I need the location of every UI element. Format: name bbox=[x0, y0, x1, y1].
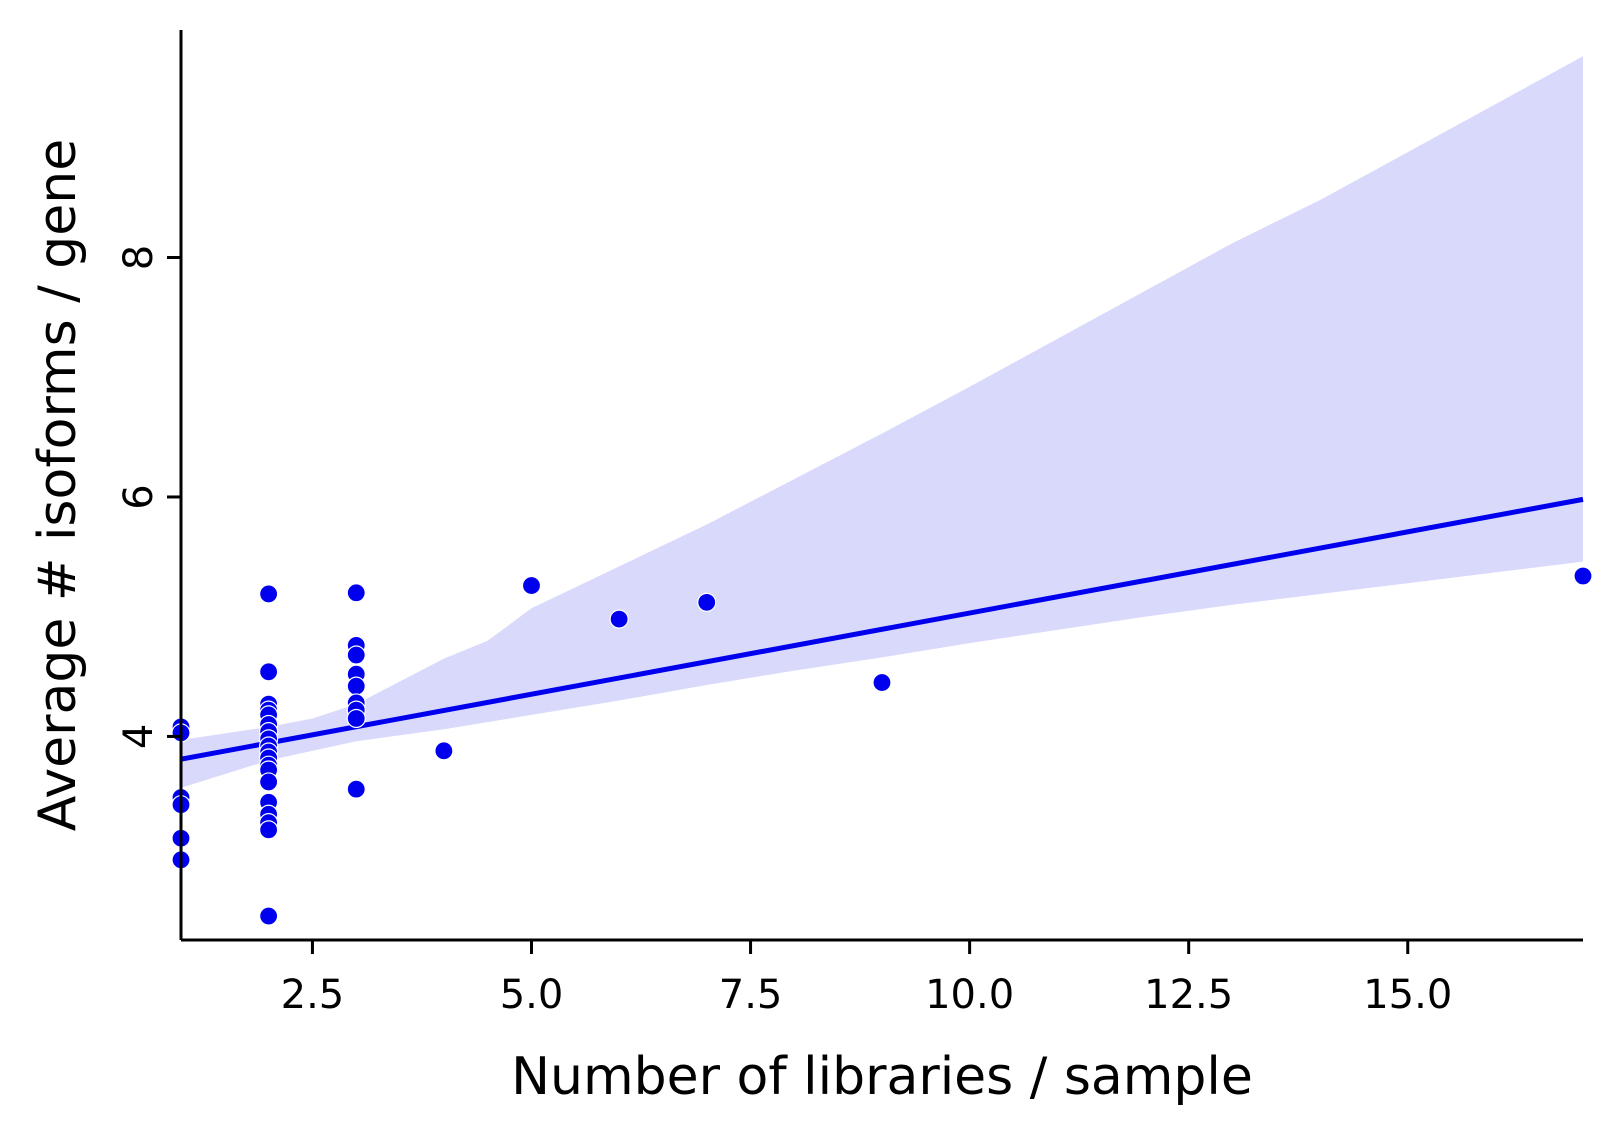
x-axis-ticks: 2.5 5.0 7.5 10.0 12.5 15.0 bbox=[281, 940, 1452, 1018]
data-point bbox=[259, 820, 279, 840]
data-point bbox=[346, 645, 366, 665]
x-tick-label: 2.5 bbox=[281, 972, 345, 1018]
axes: 2.5 5.0 7.5 10.0 12.5 15.0 4 6 8 bbox=[116, 30, 1583, 1018]
x-tick-label: 15.0 bbox=[1363, 972, 1452, 1018]
y-tick-label: 6 bbox=[116, 484, 162, 509]
data-point bbox=[259, 662, 279, 682]
x-tick-label: 10.0 bbox=[925, 972, 1014, 1018]
data-point bbox=[872, 672, 892, 693]
data-point bbox=[1573, 566, 1593, 586]
y-tick-label: 8 bbox=[116, 245, 162, 270]
data-point bbox=[346, 779, 366, 799]
data-point bbox=[259, 906, 279, 926]
x-tick-label: 12.5 bbox=[1144, 972, 1233, 1018]
data-point bbox=[521, 575, 542, 596]
data-point bbox=[259, 772, 279, 792]
plot-area bbox=[171, 56, 1593, 926]
y-axis-ticks: 4 6 8 bbox=[116, 245, 181, 749]
y-axis-label: Average # isoforms / gene bbox=[28, 139, 88, 831]
regression-line bbox=[180, 496, 1584, 762]
data-point bbox=[346, 708, 366, 729]
x-tick-label: 7.5 bbox=[719, 972, 783, 1018]
confidence-band bbox=[181, 56, 1583, 788]
x-tick-label: 5.0 bbox=[500, 972, 564, 1018]
data-points bbox=[171, 566, 1593, 926]
data-point bbox=[697, 592, 717, 612]
data-point bbox=[609, 609, 629, 629]
data-point bbox=[346, 676, 366, 696]
y-tick-label: 4 bbox=[116, 724, 162, 749]
data-point bbox=[346, 583, 366, 603]
x-axis-label: Number of libraries / sample bbox=[511, 1047, 1253, 1107]
data-point bbox=[434, 741, 454, 761]
data-point bbox=[259, 584, 279, 604]
